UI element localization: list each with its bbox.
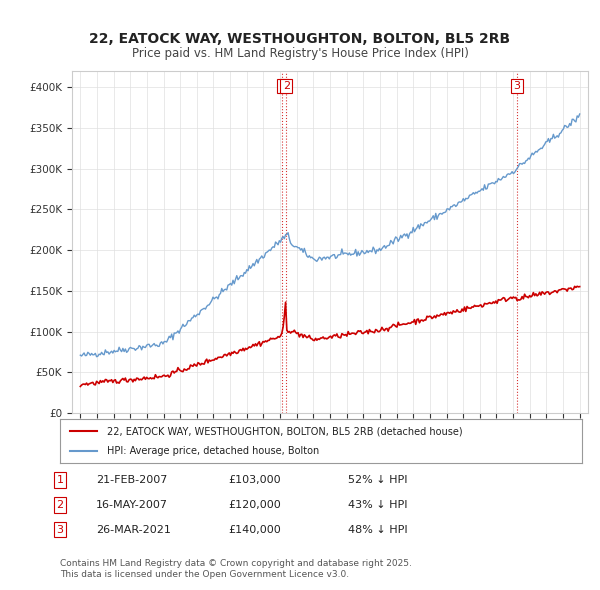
Text: 16-MAY-2007: 16-MAY-2007 xyxy=(96,500,168,510)
Text: Price paid vs. HM Land Registry's House Price Index (HPI): Price paid vs. HM Land Registry's House … xyxy=(131,47,469,60)
Text: £120,000: £120,000 xyxy=(228,500,281,510)
Text: 43% ↓ HPI: 43% ↓ HPI xyxy=(348,500,407,510)
Text: 22, EATOCK WAY, WESTHOUGHTON, BOLTON, BL5 2RB (detached house): 22, EATOCK WAY, WESTHOUGHTON, BOLTON, BL… xyxy=(107,427,463,436)
Text: 22, EATOCK WAY, WESTHOUGHTON, BOLTON, BL5 2RB: 22, EATOCK WAY, WESTHOUGHTON, BOLTON, BL… xyxy=(89,32,511,47)
Text: 3: 3 xyxy=(56,525,64,535)
Text: 3: 3 xyxy=(514,81,520,91)
Text: 2: 2 xyxy=(56,500,64,510)
Text: £140,000: £140,000 xyxy=(228,525,281,535)
Text: 1: 1 xyxy=(56,475,64,485)
Text: 2: 2 xyxy=(283,81,290,91)
Text: 1: 1 xyxy=(279,81,286,91)
Text: HPI: Average price, detached house, Bolton: HPI: Average price, detached house, Bolt… xyxy=(107,446,319,455)
Text: 21-FEB-2007: 21-FEB-2007 xyxy=(96,475,167,485)
Text: £103,000: £103,000 xyxy=(228,475,281,485)
Text: 26-MAR-2021: 26-MAR-2021 xyxy=(96,525,171,535)
Text: 48% ↓ HPI: 48% ↓ HPI xyxy=(348,525,407,535)
Text: 52% ↓ HPI: 52% ↓ HPI xyxy=(348,475,407,485)
Text: Contains HM Land Registry data © Crown copyright and database right 2025.
This d: Contains HM Land Registry data © Crown c… xyxy=(60,559,412,579)
